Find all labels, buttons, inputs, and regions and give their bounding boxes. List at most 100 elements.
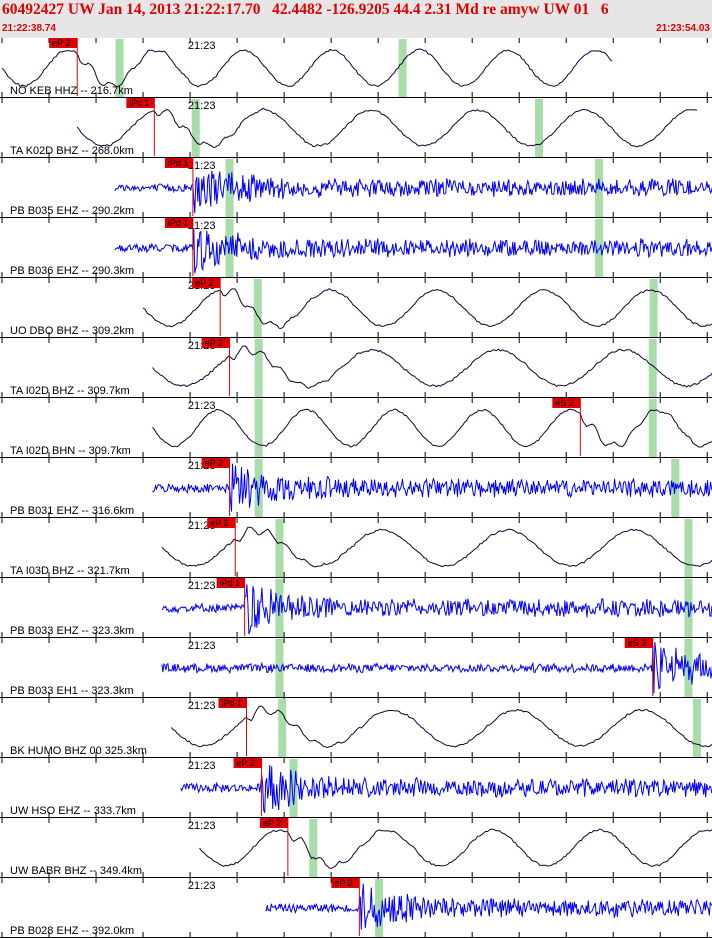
pick-flag [216,578,245,588]
station-label: PB B035 EHZ -- 290.2km [10,205,134,217]
time-window [115,39,124,97]
time-window [253,279,262,337]
pick-label: eS 2 [628,638,647,648]
time-window [275,519,284,577]
time-window [684,519,693,577]
station-label: UW HSO EHZ -- 333.7km [10,805,136,817]
trace-row: 21:23 eS 2 TA I02D BHN -- 309.7km [0,398,712,458]
seismogram-panel: 21:23 eP 2 NO KEB HHZ -- 216.7km 21:23 iPc 1… [0,38,712,938]
pick-flag [218,698,247,708]
pick-label: iPd 1 [220,578,241,588]
time-window [648,399,657,457]
pick-label: eP 2 [205,338,223,348]
time-window [375,879,384,937]
waveform [142,288,712,329]
time-window [398,39,407,97]
station-label: UW BABR BHZ -- 349.4km [10,865,142,877]
station-label: PB B033 EHZ -- 323.3km [10,625,134,637]
trace-row: 21:23 eP 2 NO KEB HHZ -- 216.7km [0,38,712,98]
time-window [254,399,263,457]
time-window [309,819,318,877]
pick-label: eP 2 [237,758,255,768]
time-window [289,759,298,817]
time-tick-label: 21:23 [188,580,216,592]
waveform [161,584,712,635]
trace-row: 21:23 eP 2 UW BABR BHZ -- 349.4km [0,818,712,878]
station-label: PB B036 EHZ -- 290.3km [10,265,134,277]
waveform [152,463,712,512]
station-label: TA I03D BHZ -- 321.7km [10,565,130,577]
trace-row: 21:23 iPd 1 BK HUMO BHZ 00 325.3km [0,698,712,758]
pick-flag [207,518,236,528]
station-label: TA K02D BHZ -- 268.0km [10,145,134,157]
time-window [191,99,200,157]
waveform [114,170,712,214]
waveform [114,228,712,274]
time-window [275,639,284,697]
pick-label: iPd 1 [168,218,189,228]
waveform [161,526,712,568]
pick-flag [164,158,193,168]
trace-row: 21:23 iPd 1 PB B033 EHZ -- 323.3km [0,578,712,638]
trace-row: 21:23 iPc 1 TA K02D BHZ -- 268.0km [0,98,712,158]
time-window [595,219,604,277]
waveform [1,48,613,88]
pick-label: iPd 1 [168,158,189,168]
pick-flag [201,458,230,468]
pick-label: eP 2 [334,878,352,888]
time-window [649,279,658,337]
pick-label: eP 2 [52,38,70,48]
pick-label: iPd 1 [221,698,242,708]
time-window [278,699,287,757]
time-tick-label: 21:23 [188,400,216,412]
station-label: BK HUMO BHZ 00 325.3km [10,745,147,757]
station-label: TA I02D BHZ -- 309.7km [10,385,130,397]
pick-flag [192,278,221,288]
pick-flag [201,338,230,348]
trace-row: 21:23 eP 2 UW HSO EHZ -- 333.7km [0,758,712,818]
event-title: 60492427 UW Jan 14, 2013 21:22:17.70 42.… [2,1,609,18]
trace-row: 21:23 eP 2 PB B028 EHZ -- 392.0km [0,878,712,938]
pick-label: eP 2 [210,518,228,528]
waveform [265,883,712,930]
pick-flag [126,98,155,108]
pick-label: iPc 1 [129,98,149,108]
window-end-time: 21:23:54.03 [656,23,710,34]
pick-flag [233,758,262,768]
station-label: NO KEB HHZ -- 216.7km [10,85,133,97]
waveform [152,345,712,389]
station-label: PB B031 EHZ -- 316.6km [10,505,134,517]
time-window [225,159,234,217]
time-window [595,159,604,217]
time-tick-label: 21:23 [188,820,216,832]
trace-row: 21:23 eS 2 PB B033 EH1 -- 323.3km [0,638,712,698]
pick-label: eP 2 [205,458,223,468]
time-tick-label: 21:23 [188,40,216,52]
event-header: 60492427 UW Jan 14, 2013 21:22:17.70 42.… [0,0,712,38]
pick-flag [624,638,653,648]
time-tick-label: 21:23 [188,700,216,712]
waveform [152,408,712,448]
time-tick-label: 21:23 [188,100,216,112]
time-window [534,99,543,157]
time-tick-label: 21:23 [188,220,216,232]
time-window [254,459,263,517]
time-window [648,339,657,397]
pick-flag [259,818,288,828]
time-tick-label: 21:23 [188,640,216,652]
station-label: TA I02D BHN -- 309.7km [10,445,131,457]
pick-flag [49,38,78,48]
window-start-time: 21:22:38.74 [2,23,56,34]
pick-flag [164,218,193,228]
pick-flag [331,878,360,888]
time-window [692,699,701,757]
time-tick-label: 21:23 [188,160,216,172]
time-tick-label: 21:23 [188,760,216,772]
waveform [199,828,712,869]
pick-label: eS 2 [555,398,574,408]
station-label: UO DBO BHZ -- 309.2km [10,325,134,337]
